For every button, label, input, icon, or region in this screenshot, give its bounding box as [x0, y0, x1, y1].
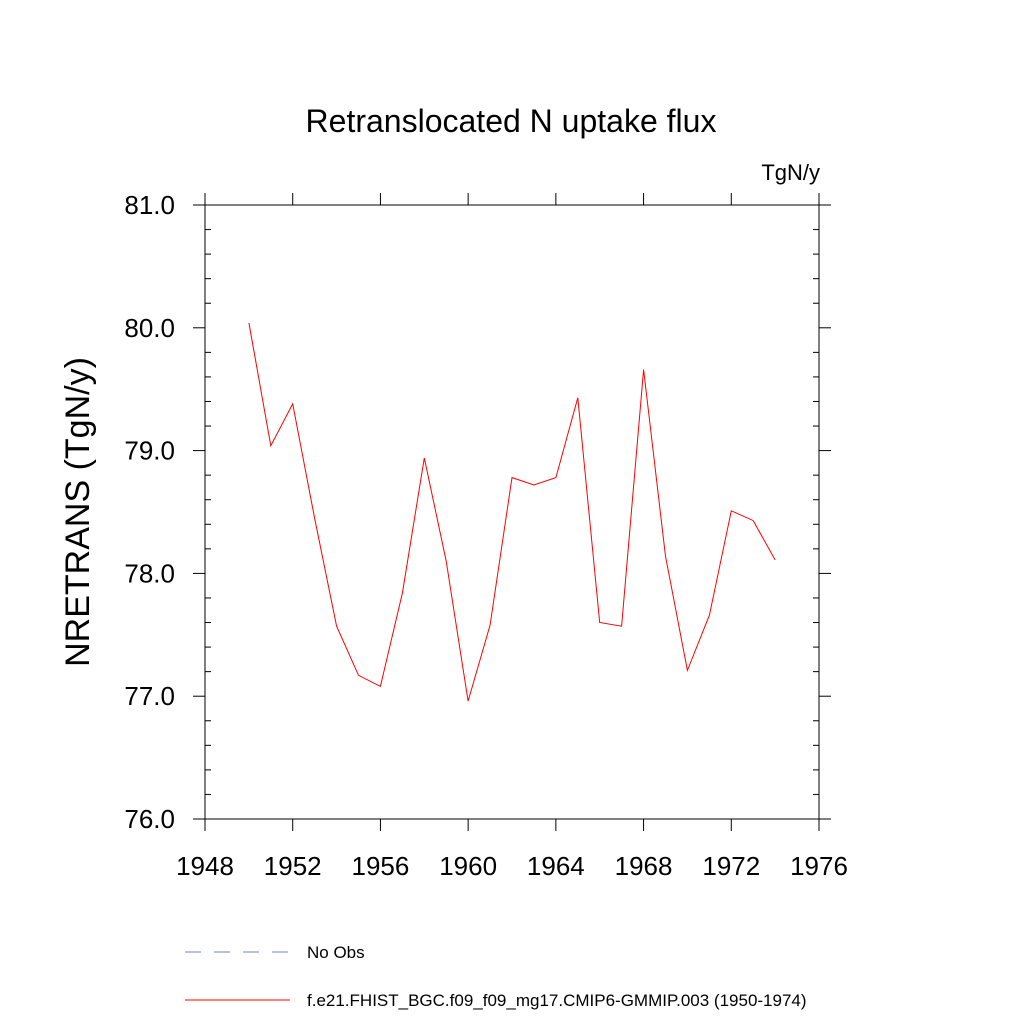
x-tick-label: 1956 [352, 851, 410, 881]
y-tick-label: 79.0 [124, 436, 175, 466]
series-line-0 [248, 322, 776, 702]
x-tick-label: 1960 [439, 851, 497, 881]
plot-frame [204, 204, 820, 820]
units-label: TgN/y [761, 160, 820, 185]
x-tick-label: 1952 [264, 851, 322, 881]
y-tick-label: 81.0 [124, 190, 175, 220]
y-tick-label: 80.0 [124, 313, 175, 343]
y-tick-label: 76.0 [124, 804, 175, 834]
x-tick-label: 1972 [702, 851, 760, 881]
series-layer [248, 322, 776, 702]
axis-ticks: 1948 1952 1956 1960 1964 1968 1972 1976 76.0 77.0… [124, 190, 848, 881]
x-tick-label: 1964 [527, 851, 585, 881]
x-tick-label: 1948 [176, 851, 234, 881]
legend-label-1: f.e21.FHIST_BGC.f09_f09_mg17.CMIP6-GMMIP… [307, 991, 807, 1010]
legend: No Obs f.e21.FHIST_BGC.f09_f09_mg17.CMIP6… [185, 943, 807, 1010]
x-tick-label: 1968 [615, 851, 673, 881]
legend-label-0: No Obs [307, 943, 365, 962]
y-tick-label: 78.0 [124, 558, 175, 588]
y-axis-label: NRETRANS (TgN/y) [59, 357, 97, 667]
chart-title: Retranslocated N uptake flux [306, 103, 717, 139]
y-tick-label: 77.0 [124, 681, 175, 711]
x-tick-label: 1976 [790, 851, 848, 881]
